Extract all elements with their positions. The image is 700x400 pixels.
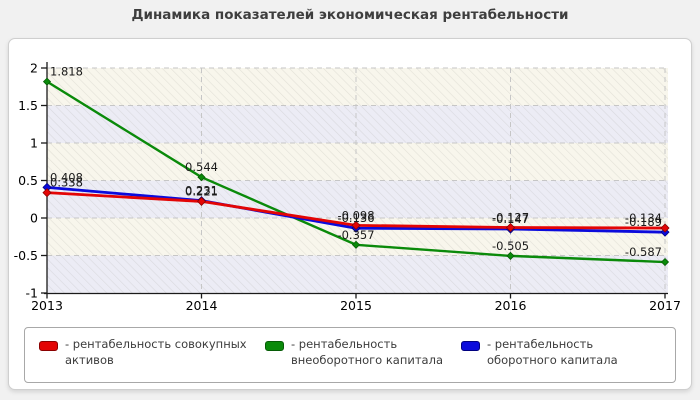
legend-item-noncurrent-capital: - рентабельность внеоборотного капитала <box>265 337 461 368</box>
svg-text:-0.136: -0.136 <box>337 211 374 225</box>
legend-swatch-red <box>39 341 58 351</box>
legend-swatch-green <box>265 341 284 351</box>
svg-text:-0.5: -0.5 <box>14 248 38 263</box>
svg-text:0.544: 0.544 <box>185 160 218 174</box>
legend-item-total-assets: - рентабельность совокупных активов <box>39 337 265 368</box>
svg-text:-0.505: -0.505 <box>492 239 529 253</box>
legend-label-noncurrent-capital: - рентабельность внеоборотного капитала <box>291 337 443 367</box>
svg-text:2015: 2015 <box>340 298 372 313</box>
svg-text:0.231: 0.231 <box>185 184 218 198</box>
svg-text:-0.147: -0.147 <box>492 212 529 226</box>
legend-swatch-blue <box>461 341 480 351</box>
svg-text:-0.127: -0.127 <box>492 211 529 225</box>
svg-text:0.408: 0.408 <box>50 170 83 184</box>
svg-text:-1: -1 <box>26 286 38 301</box>
svg-text:0: 0 <box>30 211 38 226</box>
svg-text:-0.587: -0.587 <box>625 245 662 259</box>
svg-text:2: 2 <box>30 61 38 76</box>
page-title: Динамика показателей экономическая рента… <box>131 7 569 23</box>
svg-text:0.338: 0.338 <box>50 176 83 190</box>
legend-label-total-assets: - рентабельность совокупных активов <box>65 337 247 367</box>
svg-text:0.5: 0.5 <box>18 173 38 188</box>
legend-item-working-capital: - рентабельность оборотного капитала <box>461 337 663 368</box>
svg-text:0.221: 0.221 <box>185 184 218 198</box>
svg-text:-0.357: -0.357 <box>337 228 374 242</box>
svg-text:2016: 2016 <box>495 298 527 313</box>
legend-label-working-capital: - рентабельность оборотного капитала <box>487 337 618 367</box>
svg-text:2013: 2013 <box>31 298 63 313</box>
chart-legend: - рентабельность совокупных активов - ре… <box>24 327 676 383</box>
svg-text:1: 1 <box>30 136 38 151</box>
svg-text:1.5: 1.5 <box>18 98 38 113</box>
svg-text:2014: 2014 <box>186 298 218 313</box>
svg-text:1.818: 1.818 <box>50 65 83 79</box>
svg-text:-0.098: -0.098 <box>337 208 374 222</box>
svg-text:-0.134: -0.134 <box>625 211 662 225</box>
svg-text:2017: 2017 <box>649 298 681 313</box>
svg-text:-0.189: -0.189 <box>625 215 662 229</box>
